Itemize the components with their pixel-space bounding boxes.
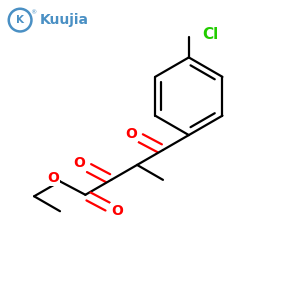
Text: Cl: Cl <box>202 27 218 42</box>
Text: ®: ® <box>30 10 36 15</box>
Text: Kuujia: Kuujia <box>40 13 88 27</box>
Text: O: O <box>111 204 123 218</box>
Text: O: O <box>125 127 137 141</box>
Text: O: O <box>73 156 85 170</box>
Text: O: O <box>47 171 59 185</box>
Text: K: K <box>16 15 24 25</box>
